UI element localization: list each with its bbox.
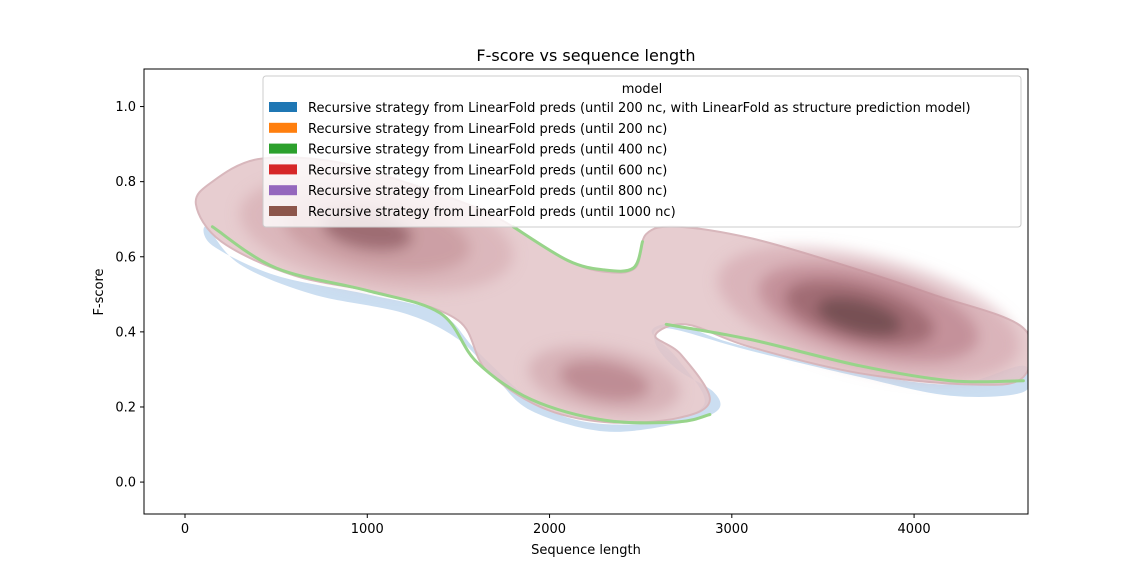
x-tick-label: 1000 <box>351 522 384 537</box>
legend-swatch <box>269 143 297 154</box>
density-level-4 <box>559 360 650 401</box>
y-tick-label: 0.8 <box>115 175 136 190</box>
legend: model Recursive strategy from LinearFold… <box>262 75 1022 228</box>
legend-label: Recursive strategy from LinearFold preds… <box>308 143 667 158</box>
density-edge-green-left <box>210 225 712 425</box>
x-tick-label: 4000 <box>898 522 931 537</box>
density-level-8 <box>816 297 903 337</box>
x-tick-label: 2000 <box>533 522 566 537</box>
legend-swatch <box>269 206 297 216</box>
legend-frame <box>262 75 1022 228</box>
y-tick-label: 0.4 <box>115 325 136 340</box>
legend-label: Recursive strategy from LinearFold preds… <box>308 205 676 220</box>
x-tick-label: 3000 <box>715 522 748 537</box>
legend-swatch <box>269 102 297 112</box>
x-axis-label: Sequence length <box>531 543 641 558</box>
density-edge-green-right <box>664 322 1025 384</box>
y-tick-label: 0.2 <box>115 400 136 415</box>
legend-title: model <box>622 82 662 97</box>
y-axis: 0.0 0.2 0.4 0.6 0.8 1.0 <box>115 100 144 491</box>
legend-swatch <box>269 185 297 196</box>
legend-label: Recursive strategy from LinearFold preds… <box>308 163 667 178</box>
legend-label: Recursive strategy from LinearFold preds… <box>308 122 667 137</box>
legend-swatch <box>269 122 297 133</box>
legend-label: Recursive strategy from LinearFold preds… <box>308 184 667 199</box>
legend-label: Recursive strategy from LinearFold preds… <box>308 101 971 116</box>
density-edge-green-notch <box>511 225 644 273</box>
legend-swatch <box>269 164 297 175</box>
chart-title: F-score vs sequence length <box>476 46 695 65</box>
x-axis: 0 1000 2000 3000 4000 <box>181 514 931 537</box>
y-tick-label: 1.0 <box>115 100 136 115</box>
plot-frame <box>143 68 1029 515</box>
x-tick-label: 0 <box>181 522 189 537</box>
y-axis-label: F-score <box>92 268 107 315</box>
y-tick-label: 0.6 <box>115 250 136 265</box>
y-tick-label: 0.0 <box>115 476 136 491</box>
